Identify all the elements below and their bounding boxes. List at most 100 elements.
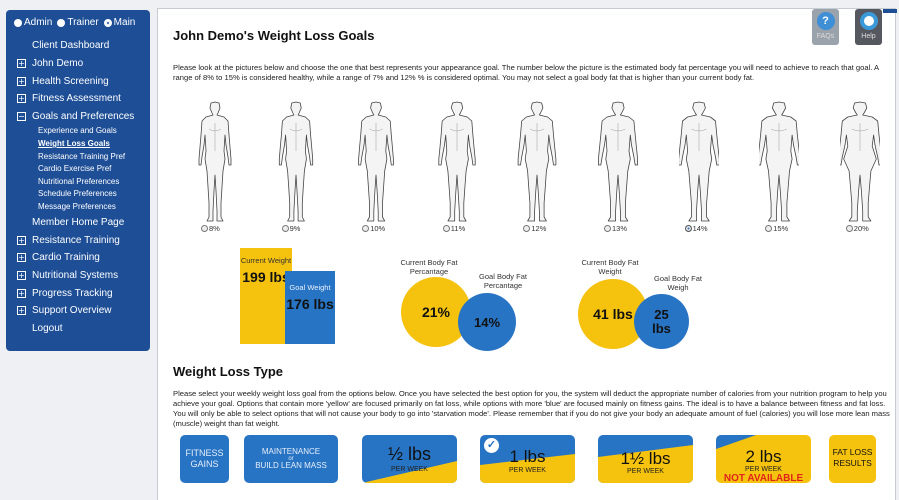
- expand-icon[interactable]: +: [17, 271, 26, 280]
- body-fat-option[interactable]: 15%: [765, 224, 788, 233]
- nav-logout[interactable]: Logout: [32, 323, 63, 335]
- not-available-label: NOT AVAILABLE: [723, 473, 804, 484]
- goal-body-fat-label: Goal Body Fat Percantage: [479, 272, 527, 290]
- expand-icon[interactable]: +: [17, 94, 26, 104]
- body-fat-option[interactable]: 9%: [281, 224, 301, 233]
- option-half-lbs[interactable]: ½ lbs PER WEEK: [362, 435, 457, 483]
- option-one-half-lbs-yellow-wedge: [598, 445, 693, 483]
- page-title: John Demo's Weight Loss Goals: [173, 28, 375, 43]
- option-maintenance[interactable]: MAINTENANCE or BUILD LEAN MASS: [244, 435, 338, 483]
- body-figure-3[interactable]: 10%: [356, 99, 396, 233]
- option-fat-loss-label: FAT LOSS RESULTS: [832, 447, 873, 468]
- role-trainer[interactable]: Trainer: [57, 17, 99, 28]
- lifebuoy-icon: [859, 12, 878, 30]
- body-fat-radio-icon[interactable]: [845, 225, 853, 232]
- subnav-nutritional-pref[interactable]: Nutritional Preferences: [38, 176, 120, 186]
- subnav-weight-loss-goals[interactable]: Weight Loss Goals: [38, 139, 110, 149]
- goal-weight-value: 176 lbs: [286, 296, 334, 312]
- body-fat-option-label: 11%: [450, 224, 466, 233]
- subnav-experience-goals[interactable]: Experience and Goals: [38, 126, 117, 136]
- nav-progress-tracking[interactable]: + Progress Tracking: [17, 287, 113, 299]
- body-figure-1[interactable]: 8%: [195, 99, 235, 233]
- body-figure-2[interactable]: 9%: [276, 99, 316, 233]
- role-trainer-radio-icon[interactable]: [57, 18, 66, 27]
- role-main-radio-icon[interactable]: [103, 18, 112, 27]
- expand-icon[interactable]: +: [17, 253, 26, 263]
- body-figure-4[interactable]: 11%: [437, 99, 477, 233]
- subnav-message-pref[interactable]: Message Preferences: [38, 202, 116, 211]
- nav-resistance-training[interactable]: + Resistance Training: [17, 234, 120, 246]
- body-fat-option[interactable]: 20%: [845, 224, 869, 233]
- nav-support-overview[interactable]: + Support Overview: [17, 305, 112, 317]
- option-fitness-gains[interactable]: FITNESS GAINS: [180, 435, 229, 483]
- option-maintenance-or: or: [288, 456, 294, 462]
- goal-body-fat-circle: 14%: [458, 293, 516, 351]
- option-half-lbs-yellow-wedge: [362, 461, 457, 483]
- body-fat-option[interactable]: 14%: [684, 224, 708, 233]
- body-fat-radio-icon[interactable]: [281, 225, 289, 232]
- help-button[interactable]: Help: [855, 9, 882, 45]
- option-two-lbs-amount: 2 lbs: [745, 447, 782, 466]
- nav-client-dashboard[interactable]: Client Dashboard: [32, 40, 110, 52]
- body-fat-radio-icon[interactable]: [604, 225, 611, 232]
- body-fat-radio-icon[interactable]: [684, 225, 692, 232]
- body-fat-option[interactable]: 10%: [362, 224, 385, 233]
- body-fat-option-label: 10%: [370, 224, 386, 233]
- expand-icon[interactable]: +: [17, 76, 26, 86]
- goal-body-fat-value: 14%: [473, 314, 501, 330]
- role-admin[interactable]: Admin: [14, 17, 52, 28]
- body-figure-7[interactable]: 14%: [678, 99, 719, 233]
- nav-goals-preferences[interactable]: − Goals and Preferences: [17, 111, 135, 123]
- nav-nutritional-systems[interactable]: + Nutritional Systems: [17, 270, 119, 281]
- body-fat-option-label: 9%: [289, 224, 301, 233]
- option-fat-loss-results[interactable]: FAT LOSS RESULTS: [829, 435, 876, 483]
- subnav-cardio-pref[interactable]: Cardio Exercise Pref: [38, 164, 112, 174]
- body-fat-radio-icon[interactable]: [442, 225, 450, 232]
- top-stripe: [883, 9, 897, 13]
- role-admin-radio-icon[interactable]: [14, 18, 22, 27]
- current-body-fat-value: 21%: [421, 304, 451, 320]
- body-fat-option-label: 14%: [692, 224, 708, 233]
- body-figure-row: 8% 9% 10% 11% 12% 13% 14% 15% 20%: [173, 99, 893, 233]
- expand-icon[interactable]: +: [17, 59, 26, 69]
- selected-check-icon: ✓: [484, 438, 499, 453]
- body-fat-option-label: 12%: [531, 224, 547, 233]
- expand-icon[interactable]: +: [17, 306, 26, 316]
- role-main[interactable]: Main: [103, 17, 135, 28]
- nav-cardio-training[interactable]: + Cardio Training: [17, 252, 100, 264]
- body-fat-option[interactable]: 8%: [201, 224, 220, 233]
- current-weight-bar: Current Weight 199 lbs: [240, 248, 292, 344]
- body-fat-option[interactable]: 13%: [604, 224, 627, 233]
- question-icon: ?: [816, 12, 835, 30]
- body-figure-8[interactable]: 15%: [759, 99, 800, 233]
- expand-icon[interactable]: +: [17, 288, 26, 298]
- body-fat-radio-icon[interactable]: [765, 225, 773, 232]
- role-switcher: Admin Trainer Main: [6, 17, 150, 28]
- body-figure-9[interactable]: 20%: [839, 99, 880, 233]
- option-one-lbs[interactable]: ✓ 1 lbs PER WEEK: [480, 435, 575, 483]
- collapse-icon[interactable]: −: [17, 112, 26, 122]
- body-fat-radio-icon[interactable]: [201, 225, 208, 232]
- option-one-half-lbs[interactable]: 1½ lbs PER WEEK: [598, 435, 693, 483]
- body-figure-5[interactable]: 12%: [517, 99, 557, 233]
- nav-fitness-assessment[interactable]: + Fitness Assessment: [17, 93, 121, 105]
- body-fat-option[interactable]: 11%: [442, 224, 466, 233]
- subnav-schedule-pref[interactable]: Schedule Preferences: [38, 189, 117, 199]
- current-body-fat-label: Current Body Fat Percantage: [400, 258, 458, 276]
- sidebar: Admin Trainer Main Client Dashboard + Joh…: [6, 10, 150, 351]
- body-figure-6[interactable]: 13%: [598, 99, 638, 233]
- body-fat-radio-icon[interactable]: [362, 225, 370, 232]
- nav-member-home[interactable]: Member Home Page: [32, 216, 125, 228]
- subnav-resistance-pref[interactable]: Resistance Training Pref: [38, 151, 126, 161]
- body-fat-radio-icon[interactable]: [523, 225, 531, 232]
- option-fitness-gains-label: FITNESS GAINS: [185, 448, 224, 469]
- goal-fat-weight-value: 25 lbs: [652, 306, 671, 336]
- weight-loss-type-text: Please select your weekly weight loss go…: [173, 389, 890, 428]
- option-one-lbs-per-week: PER WEEK: [509, 467, 546, 474]
- nav-john-demo[interactable]: + John Demo: [17, 58, 84, 70]
- goal-weight-bar: Goal Weight 176 lbs: [285, 271, 335, 344]
- faqs-button[interactable]: ? FAQs: [812, 9, 839, 45]
- nav-health-screening[interactable]: + Health Screening: [17, 75, 109, 87]
- body-fat-option[interactable]: 12%: [523, 224, 546, 233]
- expand-icon[interactable]: +: [17, 235, 26, 245]
